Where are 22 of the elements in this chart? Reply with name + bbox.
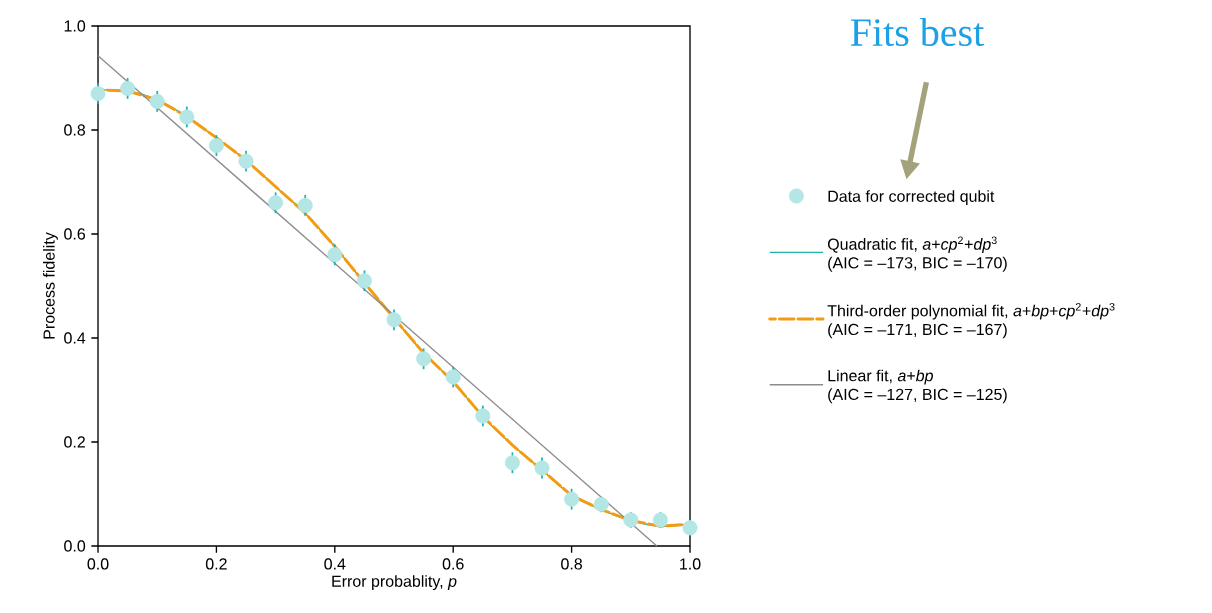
y-tick-label: 0.8 [64, 124, 86, 136]
x-tick-label: 0.6 [442, 558, 464, 570]
x-tick-label: 0.8 [561, 558, 583, 570]
x-axis-title: Error probablity, p [332, 575, 457, 591]
text: Fits best [850, 17, 984, 47]
legend-label: Linear fit, a+bp [828, 369, 933, 385]
y-tick-label: 0.0 [64, 540, 86, 552]
x-tick-label: 0.0 [87, 558, 109, 570]
y-axis-title: Process fidelity [43, 232, 58, 339]
text: (AIC = –127, BIC = –125) [828, 388, 1007, 404]
legend-label: Data for corrected qubit [828, 190, 995, 206]
y-tick-label: 0.2 [64, 436, 85, 448]
legend-label: Quadratic fit, a+cp$^{2}$+dp$^{3}$ [827, 236, 997, 254]
y-tick-label: 0.4 [64, 332, 86, 344]
x-tick-label: 0.4 [324, 558, 346, 570]
y-tick-label: 1.0 [64, 20, 86, 32]
text: (AIC = –173, BIC = –170) [828, 256, 1007, 272]
x-tick-label: 1.0 [680, 558, 701, 570]
text: (AIC = –171, BIC = –167) [828, 323, 1007, 339]
y-tick-label: 0.6 [64, 228, 86, 240]
text: Third-order polynomial fit, a+bp+cp$^{2}$+dp$^{3}$ [827, 303, 1115, 320]
x-tick-label: 0.2 [205, 558, 227, 570]
